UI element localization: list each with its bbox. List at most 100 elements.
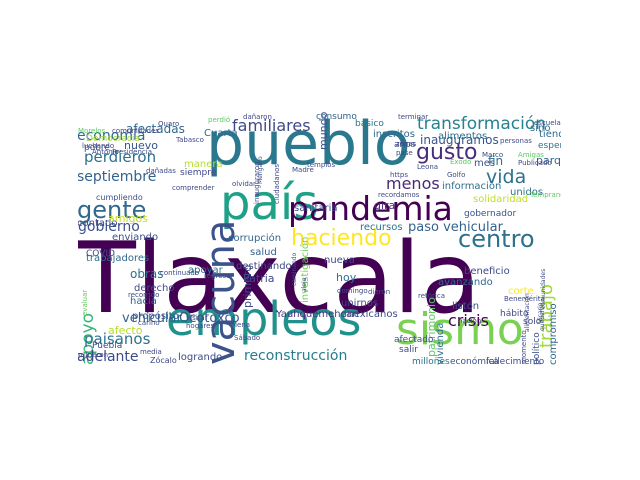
word-crisis: crisis <box>448 311 489 330</box>
word-pandemia: pandemia <box>288 189 453 228</box>
word-marco: Marco <box>482 151 504 159</box>
word-mengano: Mengano <box>257 156 264 185</box>
word-proposito: propósito <box>132 311 179 322</box>
word-zocalo: Zócalo <box>150 356 177 365</box>
word-pobre: pobre <box>84 143 110 153</box>
word-politico: político <box>532 332 542 365</box>
word-septiembre: septiembre <box>78 169 157 185</box>
word-trabajadores: trabajadores <box>86 253 150 264</box>
word-destinando: destinando <box>236 261 292 272</box>
word-momento: momento <box>520 330 528 365</box>
word-zonas: zonas <box>396 140 417 148</box>
word-consumo: consumo <box>316 112 357 122</box>
word-ocotoxco: Ocotoxco <box>179 311 240 326</box>
word-exodo: Éxodo <box>450 158 472 166</box>
word-inauguramos: inauguramos <box>420 133 499 147</box>
word-publicado: Publicado <box>518 159 552 167</box>
word-puebla: Puebla <box>92 341 123 351</box>
word-basico: básico <box>355 119 384 129</box>
word-liston: listón <box>452 301 480 312</box>
word-afectadas: afectadas <box>126 122 185 136</box>
word-sufrieron: sufrieron <box>78 351 109 359</box>
word-economia: economía <box>78 128 146 144</box>
word-comprender: comprender <box>172 184 215 192</box>
word-perdieron: perdieron <box>84 148 157 166</box>
word-terminar: terminar <box>398 113 429 121</box>
word-unirnos: unirnos <box>341 298 379 309</box>
word-pais: país <box>220 175 319 231</box>
word-pase: pase <box>396 149 413 157</box>
word-gobierno: gobierno <box>78 219 140 235</box>
word-haciendo: haciendo <box>291 226 392 251</box>
word-reconstruccion: reconstrucción <box>244 348 348 364</box>
word-logrando: logrando <box>178 352 223 363</box>
word-cloud-board: Tlaxcala pueblo país empleos sismo pandemia va… <box>78 112 561 365</box>
word-adelante: adelante <box>78 349 139 365</box>
word-espero: espero <box>538 141 561 151</box>
word-vida: vida <box>486 166 527 188</box>
word-golfo: Golfo <box>447 171 466 179</box>
word-paso-vehicular: paso vehicular <box>408 220 503 235</box>
word-aleja: aleja <box>301 277 308 292</box>
word-solo: solo <box>523 317 542 327</box>
word-investigacion: investigación <box>300 236 311 303</box>
word-millones: millones <box>412 357 450 366</box>
word-escuelas: escuelas <box>534 119 561 127</box>
word-salud: salud <box>250 247 277 258</box>
word-yauhquemehcan: Yauhquemehcan <box>276 309 359 320</box>
word-unidos: unidos <box>510 187 544 198</box>
word-sino: sino <box>530 123 551 134</box>
word-gira: gira <box>374 199 396 212</box>
word-amigas: Amigas <box>518 151 544 159</box>
word-hacia: hacia <box>130 296 157 307</box>
word-anos: años <box>394 140 416 150</box>
word-paisanos: paisanos <box>84 330 151 348</box>
word-https: https <box>390 171 409 179</box>
word-sanitaria: sanitaria <box>294 203 338 214</box>
word-hogares: hogares <box>186 322 215 330</box>
word-mes: mes <box>474 158 496 169</box>
word-gusto: gusto <box>416 140 478 165</box>
word-carino: carino <box>138 319 160 327</box>
word-personas: personas <box>500 137 532 145</box>
word-fin: fin <box>488 154 504 168</box>
word-fallecimiento: fallecimiento <box>486 357 545 366</box>
word-afectado: afectado <box>394 335 434 345</box>
word-recordamos: recordamos <box>378 191 420 199</box>
word-mundo: mundo <box>317 112 330 151</box>
word-manera: manera <box>184 159 223 170</box>
word-presidencia: Presidencia <box>112 148 152 156</box>
word-democracia: Democracia <box>86 134 140 144</box>
word-benemerita: Benemérita <box>504 295 545 303</box>
word-comunidades: comunidades <box>540 268 547 309</box>
word-avanzando: avanzando <box>438 277 493 288</box>
word-sismo: sismo <box>396 304 524 355</box>
word-menos: menos <box>386 174 440 193</box>
word-hoy: hoy <box>336 271 357 284</box>
word-danadas: dañadas <box>146 167 176 175</box>
word-cumpliendo: cumpliendo <box>96 193 143 202</box>
word-covid: COVID <box>86 249 115 259</box>
word-vehicular: vehicular <box>122 311 182 326</box>
word-regresar: regresar <box>204 272 234 280</box>
word-dieron: dieron <box>368 288 391 296</box>
word-parque: parque <box>536 154 561 167</box>
word-cuarta: Cuarta <box>204 128 238 139</box>
word-media: media <box>140 348 162 356</box>
word-antonio: Antonio <box>92 148 119 156</box>
word-recursos: recursos <box>360 222 403 233</box>
word-corrupcion: corrupción <box>228 233 282 244</box>
word-ciudadanos: ciudadanos <box>273 163 281 204</box>
word-quaro: Quaro <box>158 120 180 128</box>
word-nueva: nueva <box>324 255 355 266</box>
word-recorrido: recorrido <box>128 291 160 299</box>
word-afecto: afecto <box>108 324 143 337</box>
word-siempre: siempre <box>180 168 217 178</box>
word-morelos: Morelos <box>78 127 106 135</box>
word-centro: centro <box>458 225 535 253</box>
word-sabado: Sábado <box>234 334 261 342</box>
word-luchando: luchando <box>82 142 115 150</box>
word-domingo: domingo <box>337 287 368 295</box>
word-transformacion: transformación <box>417 114 547 134</box>
